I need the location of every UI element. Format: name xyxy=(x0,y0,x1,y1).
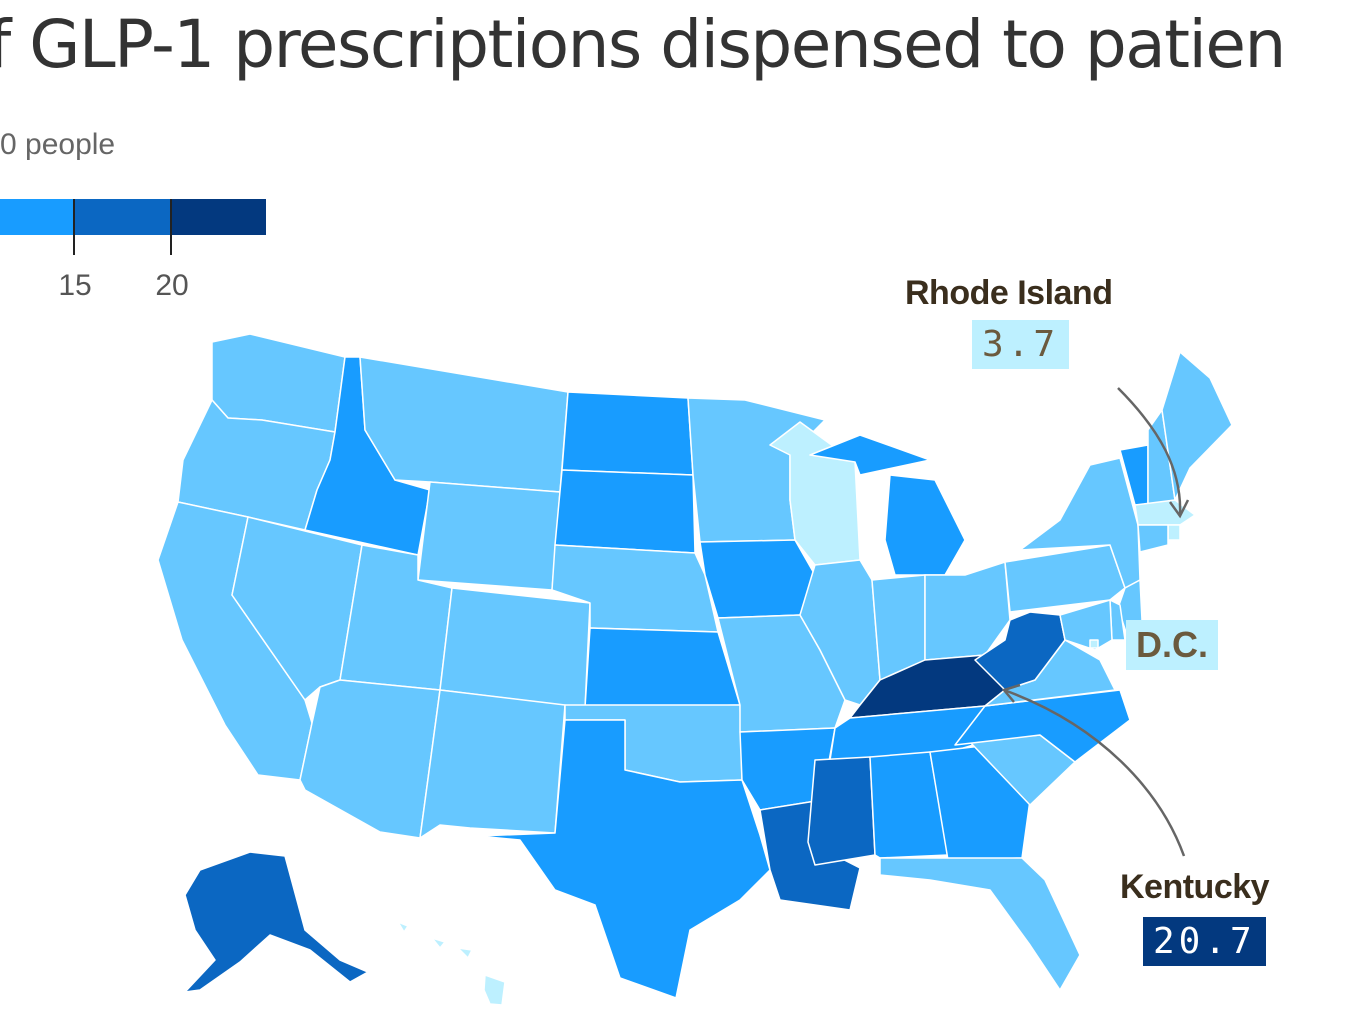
state-new-mexico xyxy=(419,689,566,839)
state-florida xyxy=(879,857,1081,991)
legend-tick xyxy=(170,199,172,255)
state-pennsylvania xyxy=(1004,544,1126,613)
state-district-of-columbia xyxy=(1089,639,1099,649)
kentucky-label: Kentucky xyxy=(1120,868,1270,906)
state-connecticut xyxy=(1137,524,1169,553)
state-texas xyxy=(477,719,771,999)
state-maine xyxy=(1161,351,1233,501)
state-montana xyxy=(359,356,569,493)
rhode-island-value: 3.7 xyxy=(972,320,1070,369)
state-colorado xyxy=(439,587,591,709)
kentucky-arrowhead xyxy=(1001,683,1021,703)
dc-label: D.C. xyxy=(1126,620,1218,670)
state-north-carolina xyxy=(954,689,1131,763)
legend-tick-label: 20 xyxy=(155,269,189,302)
legend-tick xyxy=(73,199,75,255)
page-title: f GLP-1 prescriptions dispensed to patie… xyxy=(0,6,1286,83)
state-iowa xyxy=(699,539,816,619)
state-rhode-island xyxy=(1167,524,1181,541)
rhode-island-arrowhead xyxy=(1168,499,1190,519)
rhode-island-arrow xyxy=(1117,387,1182,516)
state-washington xyxy=(211,333,346,433)
rhode-island-label: Rhode Island xyxy=(905,274,1113,312)
state-maryland xyxy=(1059,599,1113,651)
kentucky-arrow xyxy=(1003,688,1186,857)
state-wyoming xyxy=(417,481,561,591)
kentucky-value: 20.7 xyxy=(1143,917,1266,966)
page-subtitle: 0 people xyxy=(0,128,116,161)
legend-tick-label: 15 xyxy=(58,269,92,302)
state-kansas xyxy=(584,627,741,709)
legend-bin-light xyxy=(0,199,74,235)
legend-bin-dark xyxy=(171,199,266,235)
state-north-dakota xyxy=(561,391,694,476)
legend-bin-mid xyxy=(74,199,171,235)
state-south-dakota xyxy=(554,469,696,554)
state-alabama xyxy=(869,751,949,859)
state-alaska xyxy=(184,851,369,993)
state-hawaii xyxy=(397,921,506,1006)
state-mississippi xyxy=(807,756,876,866)
state-arizona xyxy=(299,679,441,839)
color-legend: 15 20 xyxy=(0,199,266,309)
